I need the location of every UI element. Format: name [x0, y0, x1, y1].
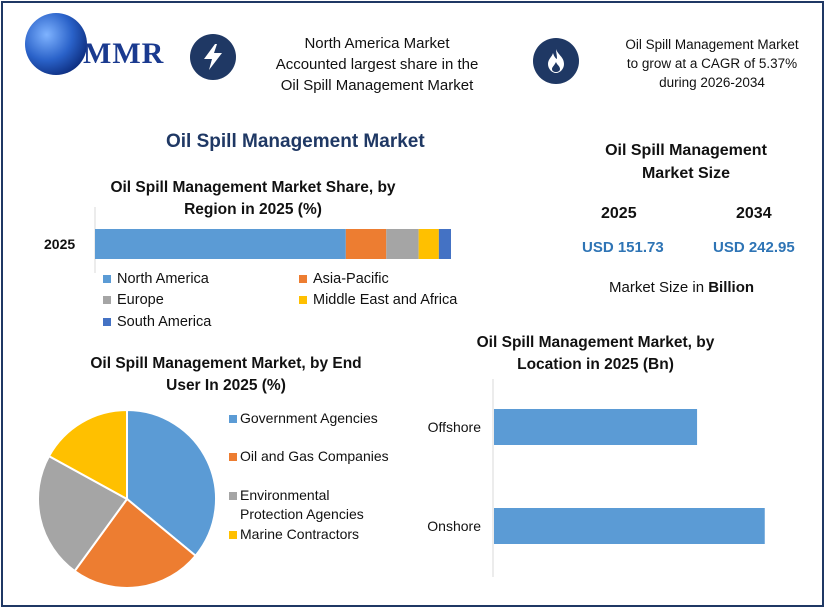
legend-swatch — [229, 415, 237, 423]
header-box-2-line: during 2026-2034 — [659, 75, 765, 90]
location-category-label: Onshore — [427, 518, 481, 534]
region-bar-segment-south-america — [438, 229, 451, 259]
header-box-1: North America Market Accounted largest s… — [257, 33, 497, 96]
end-user-pie-chart: Government Agencies Oil and Gas Companies… — [37, 408, 389, 589]
region-chart-title-line: Region in 2025 (%) — [184, 201, 322, 218]
end-user-chart-title: Oil Spill Management Market, by End User… — [61, 353, 391, 397]
market-size-title: Oil Spill Management Market Size — [581, 139, 791, 185]
region-bar-segment-europe — [386, 229, 419, 259]
year-2025-label: 2025 — [601, 205, 637, 222]
pie-slice-marine-contractors — [47, 408, 128, 501]
market-size-title-line: Oil Spill Management — [605, 142, 767, 159]
location-bar-offshore — [494, 409, 698, 445]
year-2034-label: 2034 — [736, 205, 772, 222]
legend-label: Asia-Pacific — [313, 271, 389, 287]
legend-swatch — [299, 296, 307, 304]
pie-slice-oil-and-gas-companies — [73, 497, 197, 589]
legend-swatch — [229, 492, 237, 500]
header-box-2-line: to grow at a CAGR of 5.37% — [626, 56, 798, 71]
flame-icon — [533, 38, 579, 84]
region-stacked-bar-chart: 2025 North America Asia-Pacific Europe Middl… — [44, 207, 458, 330]
region-bar-segment-middle-east-and-africa — [418, 229, 439, 259]
location-category-label: Offshore — [428, 419, 482, 435]
unit-note-prefix: Market Size in — [609, 279, 709, 296]
location-chart-title: Oil Spill Management Market, by Location… — [453, 332, 738, 376]
header-box-1-line: North America Market — [304, 35, 450, 52]
legend-label: South America — [117, 314, 212, 330]
header-box-1-line: Accounted largest share in the — [275, 56, 479, 73]
legend-label: North America — [117, 271, 210, 287]
region-bar-segment-asia-pacific — [345, 229, 387, 259]
legend-swatch — [103, 275, 111, 283]
legend-swatch — [103, 296, 111, 304]
market-size-title-line: Market Size — [641, 165, 731, 182]
page-title: Oil Spill Management Market — [166, 131, 425, 152]
end-user-chart-title-line: Oil Spill Management Market, by End — [90, 355, 362, 372]
legend-label: Government Agencies — [240, 410, 378, 426]
location-chart-title-line: Oil Spill Management Market, by — [476, 334, 715, 351]
market-size-unit-note: Market Size in Billion — [609, 279, 754, 296]
region-category-label: 2025 — [44, 236, 75, 252]
market-size-2025-value: USD 151.73 — [582, 239, 664, 256]
header-box-2-line: Oil Spill Management Market — [625, 37, 799, 52]
end-user-chart-title-line: User In 2025 (%) — [166, 377, 286, 394]
legend-swatch — [299, 275, 307, 283]
legend-label: Oil and Gas Companies — [240, 448, 389, 464]
region-chart-title-line: Oil Spill Management Market Share, by — [110, 179, 396, 196]
location-bar-onshore — [494, 508, 765, 544]
legend-label: Environmental — [240, 487, 330, 503]
market-size-2034-value: USD 242.95 — [713, 239, 795, 256]
unit-note-bold: Billion — [708, 279, 755, 296]
region-chart-title: Oil Spill Management Market Share, by Re… — [83, 177, 423, 221]
legend-label: Protection Agencies — [240, 506, 364, 522]
location-chart-title-line: Location in 2025 (Bn) — [517, 356, 674, 373]
brand-logo: MMR — [83, 37, 165, 70]
legend-swatch — [229, 531, 237, 539]
pie-slice-environmental-protection-agencies — [37, 454, 129, 573]
legend-label: Middle East and Africa — [313, 292, 458, 308]
legend-swatch — [103, 318, 111, 326]
legend-label: Marine Contractors — [240, 526, 359, 542]
pie-slice-government-agencies — [126, 408, 217, 558]
legend-label: Europe — [117, 292, 164, 308]
legend-swatch — [229, 453, 237, 461]
globe-logo-icon — [25, 13, 87, 75]
header-box-1-line: Oil Spill Management Market — [280, 77, 474, 94]
lightning-icon — [190, 34, 236, 80]
header-box-2: Oil Spill Management Market to grow at a… — [603, 35, 821, 92]
location-bar-chart: Offshore Onshore — [427, 379, 765, 577]
region-bar-segment-north-america — [95, 229, 346, 259]
